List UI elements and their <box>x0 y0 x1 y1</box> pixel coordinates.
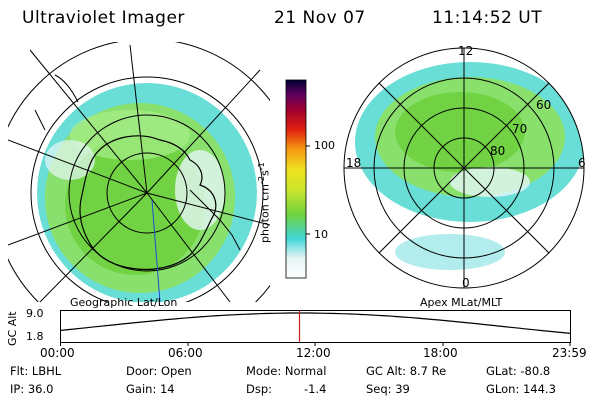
info-door: Door: Open <box>126 364 192 378</box>
colorbar-unit: photon cm-2s-1 <box>257 162 272 243</box>
left-meridians <box>8 44 270 302</box>
altitude-ymax: 9.0 <box>26 307 44 320</box>
info-gc-alt: GC Alt: 8.7 Re <box>366 364 447 378</box>
info-gain: Gain: 14 <box>126 382 175 396</box>
left-map-label: Geographic Lat/Lon <box>70 296 178 309</box>
time-tick-1800: 18:00 <box>423 346 458 360</box>
magnetic-map <box>343 47 585 289</box>
info-dsp-value: -1.4 <box>304 382 327 396</box>
colorbar-tick-100: 100 <box>314 139 335 152</box>
peninsula-outline <box>189 189 241 251</box>
altitude-ymin: 1.8 <box>26 330 44 343</box>
time-tick-0000: 00:00 <box>40 346 75 360</box>
satellite-track-line <box>151 199 161 302</box>
info-ip: IP: 36.0 <box>10 382 54 396</box>
mlt-label-18: 18 <box>346 156 362 170</box>
info-dsp-label: Dsp: <box>246 382 273 396</box>
antarctica-outline <box>79 135 217 271</box>
coastline-fragment <box>34 74 79 131</box>
colorbar-scale <box>285 79 307 279</box>
mlt-label-6: 6 <box>578 156 586 170</box>
right-map-label: Apex MLat/MLT <box>420 296 503 309</box>
info-glat: GLat: -80.8 <box>486 364 551 378</box>
altitude-plot <box>60 310 571 346</box>
mlat-label-70: 70 <box>512 122 528 136</box>
instrument-title: Ultraviolet Imager <box>22 8 185 28</box>
time-tick-1200: 12:00 <box>296 346 331 360</box>
mlt-label-0: 0 <box>462 276 470 290</box>
altitude-ylabel: GC Alt <box>6 311 19 346</box>
date-label: 21 Nov 07 <box>274 8 366 28</box>
time-label: 11:14:52 UT <box>432 8 543 28</box>
geographic-map <box>8 42 270 302</box>
info-mode: Mode: Normal <box>246 364 327 378</box>
mlt-label-12: 12 <box>458 44 474 58</box>
time-tick-2359: 23:59 <box>552 346 587 360</box>
mlat-label-60: 60 <box>536 98 552 112</box>
time-tick-0600: 06:00 <box>168 346 203 360</box>
left-lat-circles <box>8 42 270 302</box>
right-uv-emission <box>355 62 584 270</box>
colorbar <box>285 79 310 279</box>
altitude-curve <box>60 312 571 334</box>
info-filter: Flt: LBHL <box>10 364 62 378</box>
colorbar-tick-10: 10 <box>314 228 328 241</box>
info-seq: Seq: 39 <box>366 382 410 396</box>
info-glon: GLon: 144.3 <box>486 382 556 396</box>
right-mlt-lines <box>344 48 584 288</box>
mlat-label-80: 80 <box>490 144 506 158</box>
